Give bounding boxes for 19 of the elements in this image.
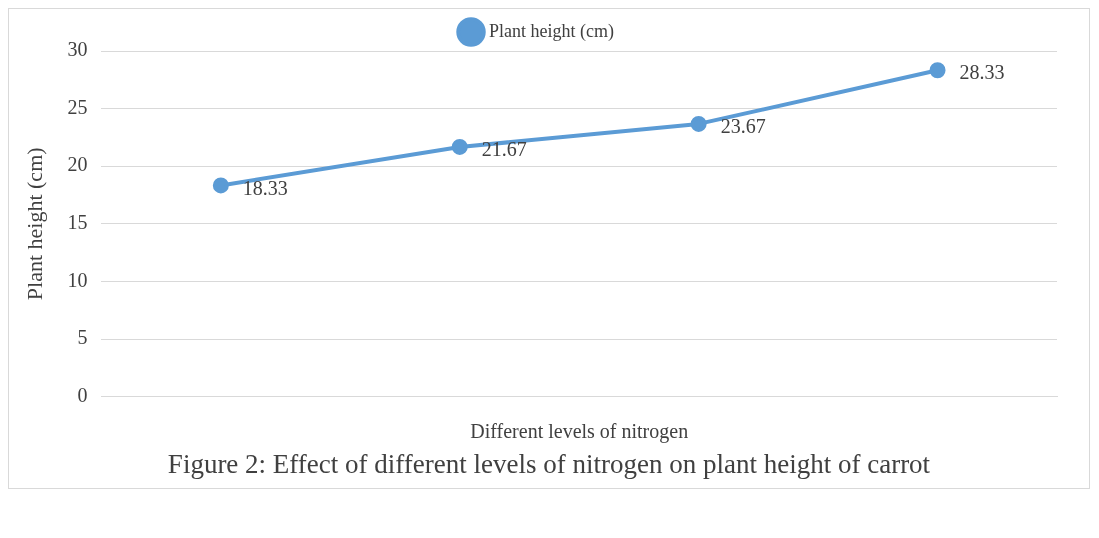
y-tick-label: 0 — [77, 383, 88, 406]
data-label: 21.67 — [481, 138, 527, 161]
point — [451, 138, 468, 155]
y-tick-label: 5 — [77, 326, 88, 349]
text: Figure 2: Effect of different levels of nitrogen on plant height of carrot — [166, 449, 932, 480]
data-label: 23.67 — [720, 115, 766, 138]
point — [929, 62, 946, 79]
y-tick-label: 20 — [67, 153, 88, 176]
y-tick-label: 25 — [67, 95, 88, 118]
x-axis-title: Different levels of nitrogen — [470, 420, 689, 444]
legend-label: Plant height (cm) — [489, 20, 614, 42]
point — [212, 177, 229, 194]
y-axis-title: Plant height (cm) — [21, 147, 47, 301]
data-label: 18.33 — [242, 176, 288, 199]
data-label: 28.33 — [959, 61, 1005, 84]
y-tick-label: 10 — [67, 268, 88, 291]
point — [690, 115, 707, 132]
y-tick-label: 15 — [67, 211, 88, 234]
y-tick-label: 30 — [67, 38, 88, 61]
